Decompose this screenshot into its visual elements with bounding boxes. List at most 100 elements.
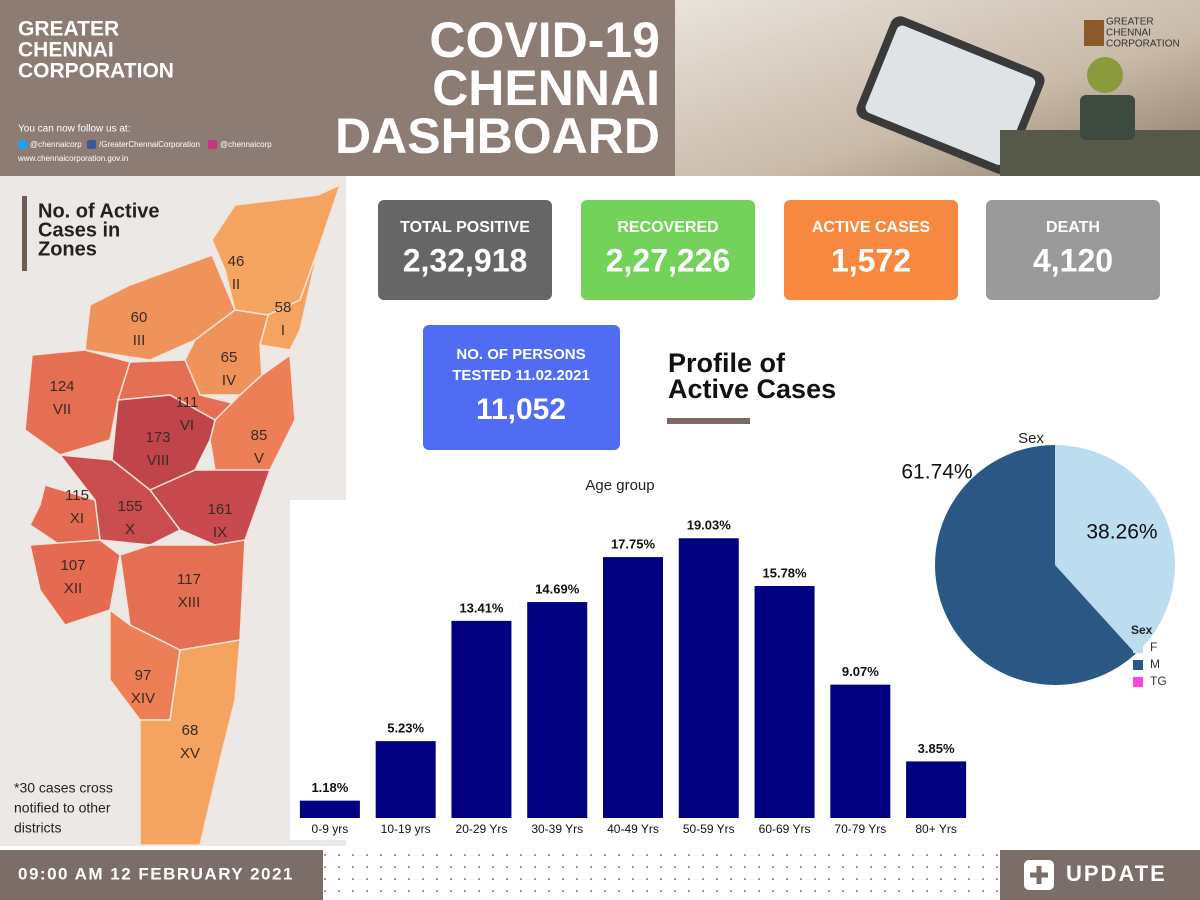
x-tick-label: 60-69 Yrs — [759, 822, 811, 836]
zone-name: VI — [180, 417, 194, 434]
x-tick-label: 80+ Yrs — [915, 822, 956, 836]
website: www.chennaicorporation.gov.in — [17, 154, 128, 163]
x-tick-label: 30-39 Yrs — [531, 822, 583, 836]
zone-name: IV — [222, 372, 236, 389]
tested-label: TESTED 11.02.2021 — [452, 367, 590, 384]
twitter-icon — [18, 140, 27, 149]
profile-title: Profile of — [668, 348, 786, 378]
zone-count: 111 — [176, 394, 199, 411]
facebook-handle: /GreaterChennaiCorporation — [99, 140, 200, 149]
bar-value-label: 14.69% — [535, 581, 580, 596]
legend-swatch — [1133, 660, 1143, 670]
zone-count: 107 — [60, 557, 85, 574]
follow-text: You can now follow us at: — [18, 124, 130, 135]
pie-slice — [1055, 445, 1176, 654]
chart-title: Sex — [1018, 430, 1044, 447]
plant-pot — [1080, 95, 1135, 140]
bar — [299, 800, 360, 818]
bar-value-label: 13.41% — [459, 600, 504, 615]
legend-swatch — [1133, 643, 1143, 653]
x-tick-label: 0-9 yrs — [312, 822, 349, 836]
logo-text: CORPORATION — [1106, 39, 1180, 50]
bar — [603, 557, 663, 818]
instagram-icon — [208, 140, 217, 149]
zone-count: 65 — [221, 349, 238, 366]
stat-value: 2,27,226 — [606, 242, 731, 278]
header-band — [0, 0, 675, 176]
zone-shape — [139, 639, 241, 846]
zone-count: 161 — [207, 501, 232, 518]
facebook-icon — [87, 140, 96, 149]
stat-label: ACTIVE CASES — [812, 219, 931, 236]
dashboard-title: CHENNAI — [432, 60, 660, 116]
update-icon-plus — [1030, 866, 1048, 884]
bar — [527, 602, 588, 818]
zone-count: 117 — [177, 571, 201, 588]
x-tick-label: 70-79 Yrs — [834, 822, 886, 836]
stat-card — [581, 200, 755, 300]
slice-label: 38.26% — [1086, 521, 1157, 544]
zone-name: XII — [64, 580, 82, 597]
map-note: notified to other — [14, 800, 111, 816]
org-name: CORPORATION — [18, 60, 174, 83]
stat-card — [784, 200, 958, 300]
logo-emblem — [1084, 20, 1104, 46]
zone-count: 155 — [117, 498, 142, 515]
zone-name: III — [133, 332, 146, 349]
zone-count: 173 — [145, 429, 170, 446]
bar — [754, 586, 815, 818]
footer-datetime: 09:00 AM 12 FEBRUARY 2021 — [18, 864, 294, 883]
bar-value-label: 17.75% — [611, 537, 656, 552]
bar-value-label: 15.78% — [763, 565, 808, 580]
zone-name: XIV — [131, 690, 155, 707]
zone-name: I — [281, 322, 285, 339]
x-tick-label: 50-59 Yrs — [683, 822, 735, 836]
tested-label: NO. OF PERSONS — [456, 346, 585, 363]
stat-value: 4,120 — [1033, 242, 1113, 278]
bar — [375, 741, 436, 818]
dashboard-title: DASHBOARD — [335, 108, 660, 164]
instagram-handle: @chennaicorp — [220, 140, 272, 149]
profile-accent — [667, 418, 750, 424]
tablet-screen — [865, 25, 1036, 165]
stat-label: DEATH — [1046, 219, 1100, 236]
zone-name: XI — [70, 510, 84, 527]
org-name: CHENNAI — [18, 39, 114, 62]
zone-name: VII — [53, 401, 71, 418]
zone-name: IX — [213, 524, 227, 541]
legend-label: TG — [1150, 674, 1167, 688]
logo-text: GREATER — [1106, 17, 1154, 28]
zone-name: V — [254, 450, 264, 467]
bar — [678, 538, 739, 818]
zone-count: 68 — [182, 722, 199, 739]
zone-shape — [24, 349, 131, 456]
stat-card — [986, 200, 1160, 300]
slice-label: 61.74% — [901, 461, 972, 484]
stat-card — [378, 200, 552, 300]
bar-value-label: 5.23% — [387, 721, 424, 736]
twitter-handle: @chennaicorp — [30, 140, 82, 149]
map-title: Cases in — [38, 219, 120, 241]
title-accent — [22, 196, 27, 271]
zone-count: 85 — [251, 427, 268, 444]
zone-count: 124 — [49, 378, 74, 395]
map-title: Zones — [38, 238, 97, 260]
zone-name: XIII — [178, 594, 201, 611]
bar-value-label: 9.07% — [842, 664, 879, 679]
profile-title: Active Cases — [668, 374, 836, 404]
zone-count: 60 — [131, 309, 148, 326]
zone-name: II — [232, 276, 240, 293]
zone-name: XV — [180, 745, 200, 762]
zone-name: VIII — [147, 452, 170, 469]
bar-value-label: 1.18% — [311, 780, 348, 795]
zone-count: 97 — [135, 667, 152, 684]
zone-count: 46 — [228, 253, 245, 270]
map-title: No. of Active — [38, 200, 160, 222]
bar — [906, 761, 967, 818]
footer-dots — [323, 850, 1000, 900]
bar — [451, 620, 512, 818]
stat-label: RECOVERED — [617, 219, 718, 236]
footer-date-band — [0, 850, 323, 900]
